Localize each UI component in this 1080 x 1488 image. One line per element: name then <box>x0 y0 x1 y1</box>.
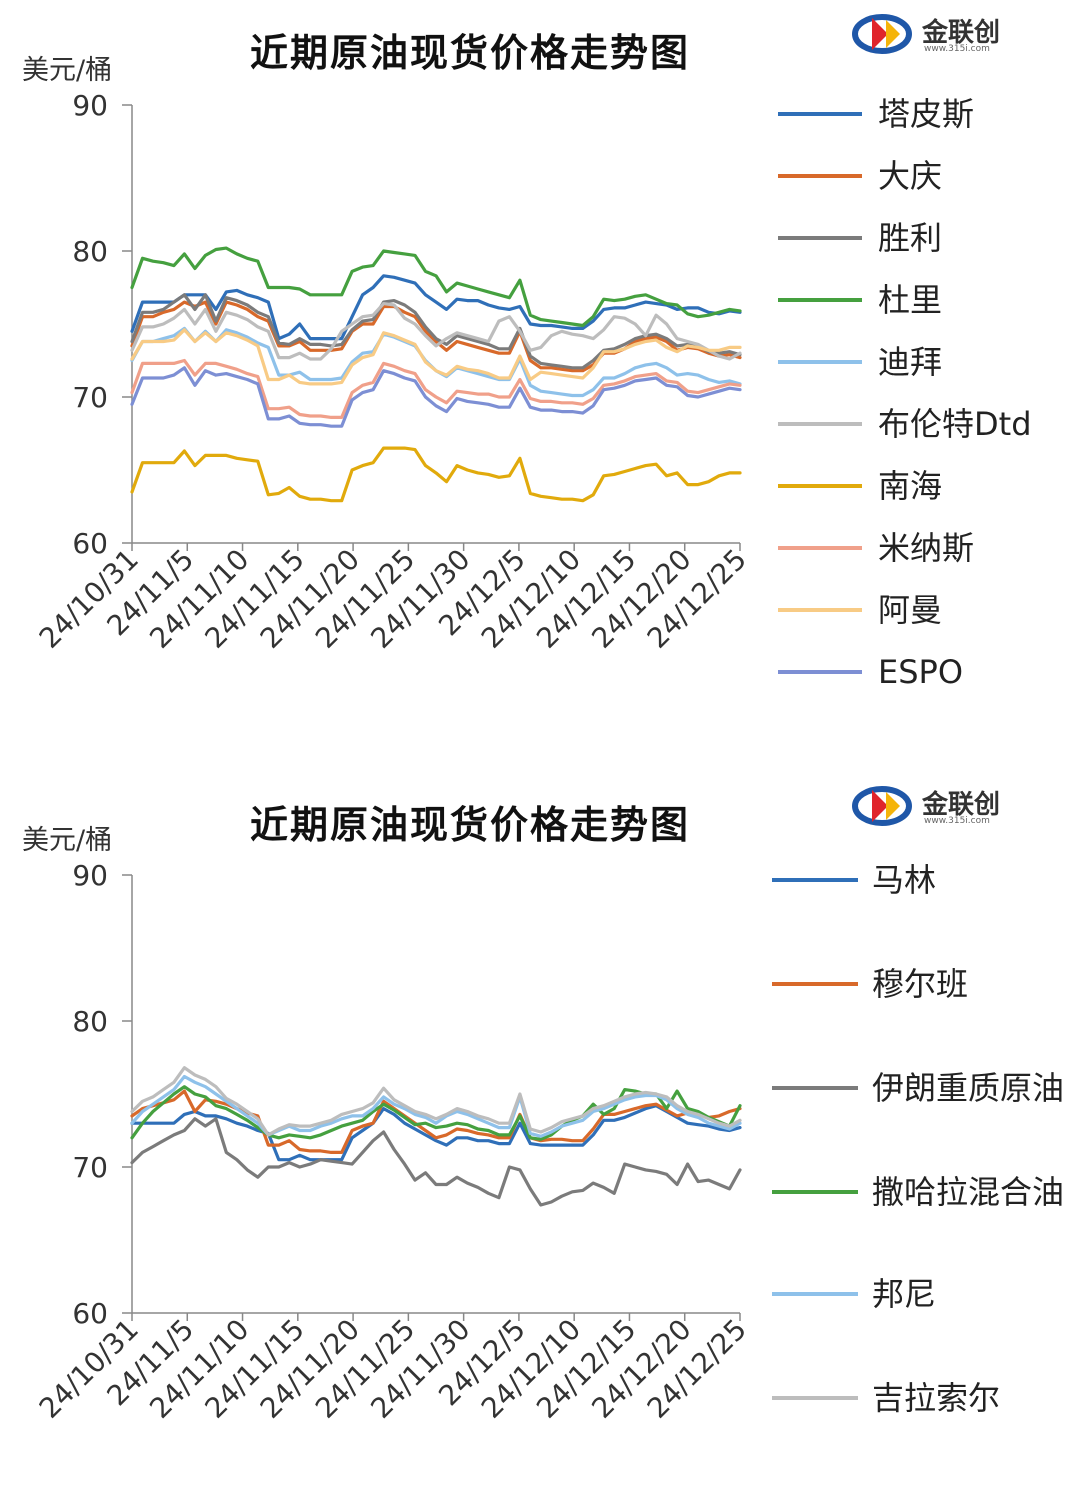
chart-title: 近期原油现货价格走势图 <box>250 31 691 75</box>
y-tick-label: 60 <box>72 1297 108 1330</box>
legend-swatch <box>778 298 862 302</box>
y-tick-label: 80 <box>72 1005 108 1038</box>
legend-label: 马林 <box>872 861 937 899</box>
legend-swatch <box>772 1396 858 1400</box>
legend-swatch <box>778 546 862 550</box>
legend-label: 米纳斯 <box>878 529 975 567</box>
legend-label: 撒哈拉混合油 <box>872 1173 1065 1211</box>
legend-swatch <box>772 1190 858 1194</box>
legend-label: 胜利 <box>878 219 943 257</box>
series-line-7 <box>130 446 742 503</box>
chart-panel-top: 近期原油现货价格走势图 美元/桶 金联创 www.315i.com 90 80 70… <box>22 10 1052 691</box>
logo-mark-icon <box>852 786 912 826</box>
series-line-6 <box>130 1066 742 1137</box>
logo-subtext: www.315i.com <box>924 816 990 826</box>
y-tick-label: 80 <box>72 235 108 268</box>
legend-label: 阿曼 <box>878 591 943 629</box>
logo-mark-icon <box>852 14 912 54</box>
series-line-3 <box>130 293 742 370</box>
legend-swatch <box>778 608 862 612</box>
y-tick-label: 70 <box>72 1151 108 1184</box>
legend-swatch <box>778 360 862 364</box>
brand-logo: 金联创 www.315i.com <box>852 782 1052 832</box>
legend-swatch <box>772 1086 858 1090</box>
legend-label: 伊朗重质原油 <box>872 1069 1065 1107</box>
legend-label: 大庆 <box>878 157 943 195</box>
line-plot-top: 9080706024/10/3124/11/524/11/1024/11/152… <box>33 89 753 655</box>
legend-swatch <box>778 174 862 178</box>
y-tick-label: 90 <box>72 859 108 892</box>
legend-swatch <box>772 982 858 986</box>
logo-text: 金联创 <box>922 790 1001 820</box>
legend-swatch <box>778 112 862 116</box>
legend-label: ESPO <box>878 653 964 691</box>
legend-label: 穆尔班 <box>872 965 969 1003</box>
line-plot-bottom: 9080706024/10/3124/11/524/11/1024/11/152… <box>33 859 753 1425</box>
legend-swatch <box>772 878 858 882</box>
legend-label: 迪拜 <box>878 343 943 381</box>
legend-label: 塔皮斯 <box>878 95 975 133</box>
legend-swatch <box>778 484 862 488</box>
series-line-1 <box>130 1104 742 1162</box>
chart-title: 近期原油现货价格走势图 <box>250 803 691 847</box>
series-line-3 <box>130 1117 742 1207</box>
series-line-6 <box>130 302 742 361</box>
y-axis-unit: 美元/桶 <box>22 55 113 86</box>
legend-label: 邦尼 <box>872 1275 937 1313</box>
series-line-4 <box>130 246 742 328</box>
legend-label: 布伦特Dtd <box>878 405 1032 443</box>
legend-swatch <box>778 670 862 674</box>
legend-label: 吉拉索尔 <box>872 1379 1001 1417</box>
legend-swatch <box>778 236 862 240</box>
logo-subtext: www.315i.com <box>924 44 990 54</box>
legend-label: 杜里 <box>878 281 943 319</box>
series-line-8 <box>130 358 742 419</box>
y-axis-unit: 美元/桶 <box>22 825 113 856</box>
legend-swatch <box>778 422 862 426</box>
series-line-9 <box>130 328 742 386</box>
series-line-5 <box>130 1074 742 1138</box>
brand-logo: 金联创 www.315i.com <box>852 10 1052 60</box>
chart-panel-bottom: 近期原油现货价格走势图 美元/桶 金联创 www.315i.com 90 80 70… <box>0 744 1080 1488</box>
series-line-2 <box>130 300 742 373</box>
legend-swatch <box>772 1292 858 1296</box>
y-tick-label: 90 <box>72 89 108 122</box>
logo-text: 金联创 <box>922 18 1001 48</box>
legend-label: 南海 <box>878 467 943 505</box>
series-line-10 <box>130 366 742 428</box>
y-tick-label: 70 <box>72 381 108 414</box>
y-tick-label: 60 <box>72 527 108 560</box>
series-line-1 <box>130 274 742 341</box>
